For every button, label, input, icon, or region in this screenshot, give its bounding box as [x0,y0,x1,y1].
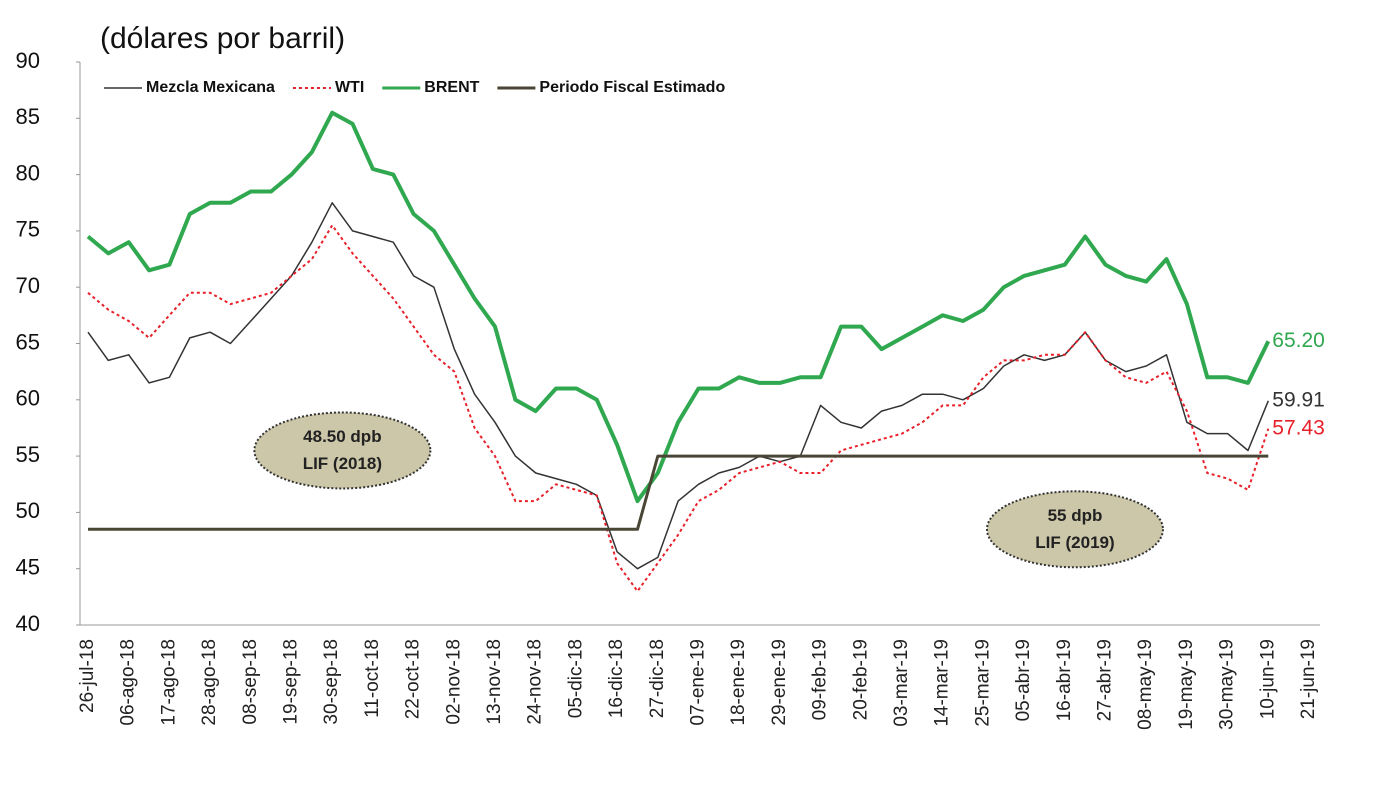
x-tick-label: 21-jun-19 [1298,639,1319,719]
y-tick-label: 65 [16,329,40,354]
x-tick-label: 11-oct-18 [362,639,383,718]
x-tick-label: 09-feb-19 [810,639,831,720]
x-tick-label: 28-ago-18 [199,639,220,726]
x-tick-label: 17-ago-18 [158,639,179,726]
x-tick-label: 14-mar-19 [932,639,953,727]
x-tick-label: 03-mar-19 [891,639,912,727]
x-tick-label: 16-abr-19 [1054,639,1075,721]
y-tick-label: 80 [16,160,40,185]
x-tick-label: 06-ago-18 [118,639,139,726]
x-tick-label: 30-may-19 [1217,639,1238,730]
x-tick-label: 26-jul-18 [77,639,98,713]
legend-label: WTI [335,79,364,96]
x-tick-label: 22-oct-18 [403,639,424,719]
series-line [87,224,1270,593]
y-tick-label: 75 [16,217,40,242]
x-tick-label: 13-nov-18 [484,639,505,725]
series-line [88,454,1269,531]
chart-title: (dólares por barril) [100,22,345,55]
x-tick-label: 24-nov-18 [525,639,546,725]
annotation-bubble [253,411,432,490]
x-tick-label: 19-sep-18 [281,639,302,725]
x-tick-label: 05-dic-18 [565,639,586,718]
y-tick-label: 70 [16,273,40,298]
x-tick-label: 27-abr-19 [1095,639,1116,721]
y-tick-label: 55 [16,442,40,467]
x-tick-label: 27-dic-18 [647,639,668,718]
x-tick-label: 10-jun-19 [1257,639,1278,719]
legend-label: Periodo Fiscal Estimado [539,79,725,96]
y-tick-label: 90 [16,48,40,73]
value-label: 59.91 [1272,388,1325,411]
y-tick-label: 40 [16,611,40,636]
annotation-bubble [985,490,1164,569]
y-tick-label: 85 [16,104,40,129]
x-tick-label: 05-abr-19 [1013,639,1034,721]
y-tick-label: 60 [16,386,40,411]
legend-label: Mezcla Mexicana [146,79,275,96]
x-tick-label: 25-mar-19 [972,639,993,727]
series-line [86,110,1271,504]
annotation-text: LIF (2019) [1035,533,1114,552]
annotation-text: 55 dpb [1048,506,1103,525]
x-tick-label: 02-nov-18 [443,639,464,725]
annotation-text: 48.50 dpb [303,427,381,446]
legend-label: BRENT [424,79,479,96]
x-tick-label: 18-ene-19 [728,639,749,726]
x-tick-label: 29-ene-19 [769,639,790,726]
y-tick-label: 50 [16,498,40,523]
value-label: 65.20 [1272,329,1325,352]
x-tick-label: 08-may-19 [1135,639,1156,730]
x-tick-label: 19-may-19 [1176,639,1197,730]
x-tick-label: 20-feb-19 [850,639,871,720]
x-tick-label: 07-ene-19 [688,639,709,726]
y-tick-label: 45 [16,555,40,580]
x-tick-label: 16-dic-18 [606,639,627,718]
value-label: 57.43 [1272,416,1325,439]
x-tick-label: 30-sep-18 [321,639,342,725]
x-tick-label: 08-sep-18 [240,639,261,725]
annotation-text: LIF (2018) [303,454,382,473]
